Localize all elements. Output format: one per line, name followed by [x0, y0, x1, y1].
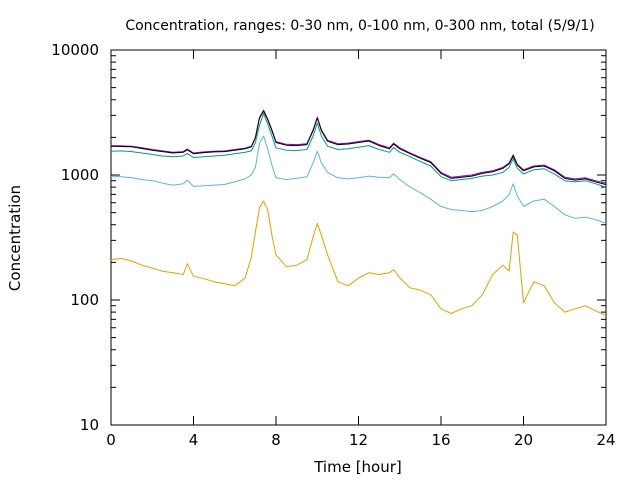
- y-axis-label: Concentration: [6, 185, 24, 291]
- chart-title: Concentration, ranges: 0-30 nm, 0-100 nm…: [125, 18, 594, 34]
- x-tick-label: 12: [349, 431, 368, 449]
- x-tick-label: 16: [431, 431, 450, 449]
- x-tick-label: 0: [106, 431, 116, 449]
- x-tick-label: 24: [596, 431, 615, 449]
- y-tick-label: 100: [70, 291, 99, 309]
- y-tick-label: 1000: [61, 166, 99, 184]
- series-line-2: [110, 110, 607, 185]
- series-layer: [110, 109, 607, 317]
- x-axis-label: Time [hour]: [313, 458, 402, 476]
- x-tick-label: 4: [189, 431, 199, 449]
- x-tick-label: 20: [514, 431, 533, 449]
- plot-frame: [110, 49, 607, 426]
- y-tick-label: 10000: [51, 41, 99, 59]
- y-tick-label: 10: [80, 416, 99, 434]
- series-line-4: [110, 135, 607, 224]
- series-line-3: [110, 113, 607, 188]
- x-tick-label: 8: [271, 431, 281, 449]
- y-axis: 10 100 1000 10000: [51, 41, 606, 434]
- x-axis: 0 4 8 12 16 20 24: [106, 50, 616, 449]
- series-line-5: [110, 200, 607, 317]
